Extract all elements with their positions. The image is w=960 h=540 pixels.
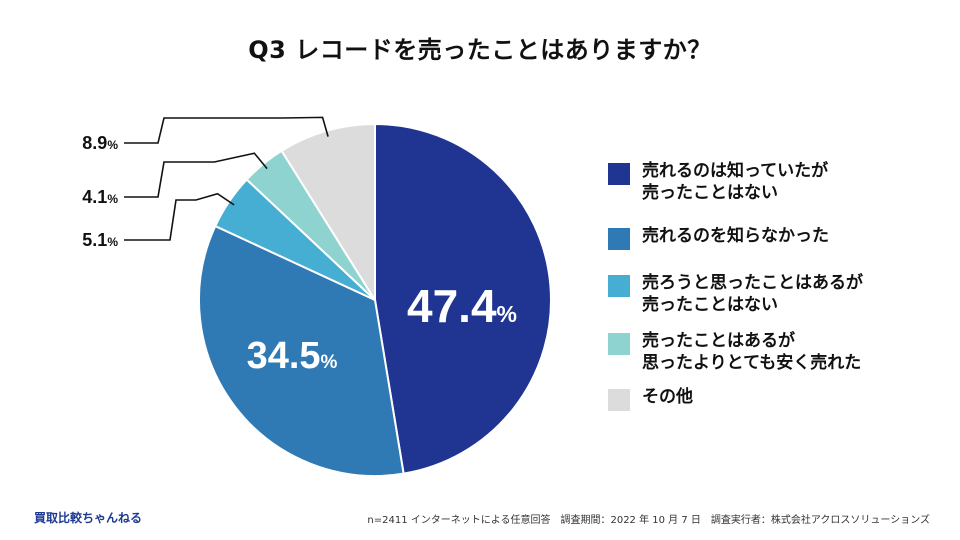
- legend-item-5: その他: [608, 386, 693, 411]
- legend-swatch-2: [608, 228, 630, 250]
- legend-swatch-5: [608, 389, 630, 411]
- legend-label-1: 売れるのは知っていたが 売ったことはない: [642, 161, 829, 203]
- data-label-1: 47.4%: [407, 280, 517, 332]
- brand-logo-text: 買取比較ちゃんねる: [34, 511, 143, 525]
- legend-label-3: 売ろうと思ったことはあるが 売ったことはない: [642, 273, 863, 315]
- leader-line-3: [124, 192, 235, 241]
- legend-label-2: 売れるのを知らなかった: [642, 226, 829, 246]
- legend-item-4: 売ったことはあるが 思ったよりとても安く売れた: [608, 330, 861, 374]
- legend-label-4: 売ったことはあるが 思ったよりとても安く売れた: [642, 331, 862, 373]
- legend-label-5: その他: [642, 387, 693, 407]
- data-label-2: 34.5%: [247, 335, 338, 377]
- data-label-4: 4.1%: [82, 187, 118, 207]
- legend-swatch-4: [608, 333, 630, 355]
- slice-sold-knew: [374, 122, 552, 475]
- legend-swatch-1: [608, 163, 630, 185]
- survey-footnote: n=2411 インターネットによる任意回答 調査期間：2022 年 10 月 7…: [367, 515, 930, 526]
- legend-item-1: 売れるのは知っていたが 売ったことはない: [608, 160, 828, 204]
- data-label-5: 8.9%: [82, 133, 118, 153]
- slice-did-not-know: [198, 224, 405, 477]
- leader-line-5: [124, 116, 329, 144]
- chart-title: Q3 レコードを売ったことはありますか？: [248, 36, 712, 64]
- legend-item-2: 売れるのを知らなかった: [608, 225, 829, 250]
- data-label-3: 5.1%: [82, 230, 118, 250]
- leader-line-4: [124, 152, 268, 198]
- legend-item-3: 売ろうと思ったことはあるが 売ったことはない: [608, 272, 863, 316]
- legend-swatch-3: [608, 275, 630, 297]
